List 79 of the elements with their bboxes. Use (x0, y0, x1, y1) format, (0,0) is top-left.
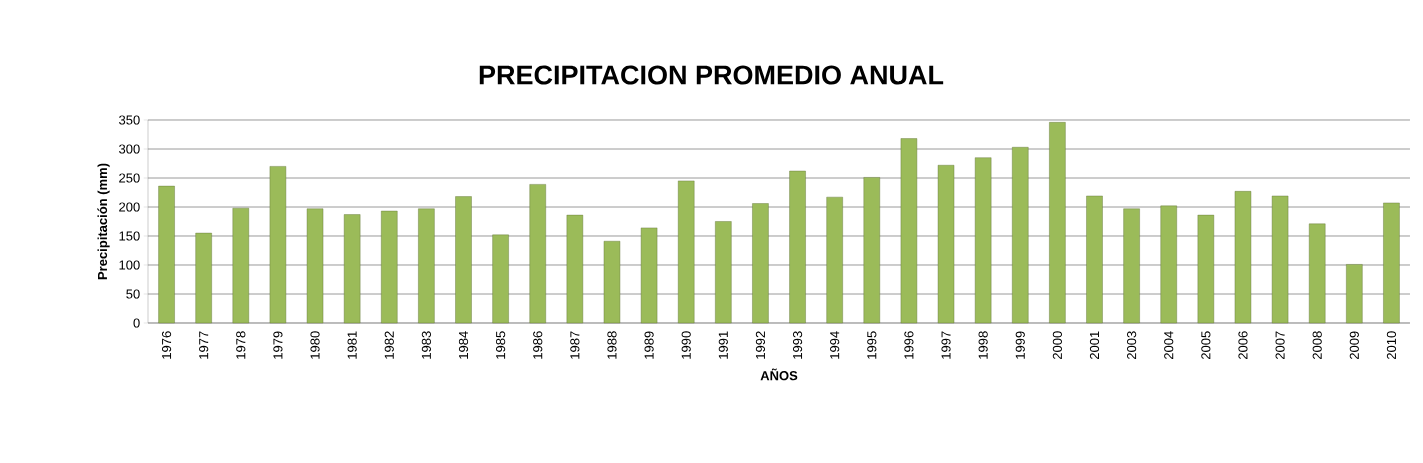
bar (195, 232, 212, 324)
x-tick-label: 1979 (273, 331, 283, 359)
y-tick-label: 200 (119, 202, 140, 212)
x-tick-label: 2003 (1127, 331, 1137, 360)
bar (529, 184, 546, 324)
x-tick-label: 1982 (384, 331, 394, 359)
bar (863, 177, 880, 324)
x-tick-label: 1991 (718, 331, 728, 359)
x-tick-label: 1977 (199, 331, 209, 359)
x-tick-label: 2009 (1349, 331, 1359, 360)
bar (343, 214, 361, 324)
x-tick-label: 2000 (1052, 331, 1062, 360)
x-tick-label: 1989 (644, 331, 654, 359)
x-tick-label: 1994 (830, 331, 840, 359)
x-tick-label: 2010 (1386, 331, 1397, 360)
x-tick-label: 1986 (533, 331, 543, 359)
x-tick-label: 1990 (681, 331, 691, 359)
bar (1197, 214, 1215, 324)
bar (306, 208, 324, 324)
x-tick-label: 1998 (978, 331, 988, 359)
bar (381, 210, 398, 324)
x-tick-label: 1987 (570, 331, 580, 359)
y-tick-label: 350 (119, 115, 140, 125)
bar (232, 207, 249, 324)
bar (826, 196, 843, 324)
bar (1160, 205, 1177, 324)
bar (937, 165, 955, 324)
y-tick-label: 0 (133, 318, 140, 328)
x-tick-label: 1980 (310, 331, 320, 359)
y-axis-title: Precipitación (mm) (97, 163, 110, 280)
y-tick-label: 300 (119, 144, 140, 154)
x-tick-label: 1978 (236, 331, 246, 359)
bar (1123, 208, 1140, 324)
bar (1309, 223, 1326, 324)
bar (418, 208, 435, 324)
x-tick-label: 1996 (904, 331, 914, 359)
bar (1271, 195, 1289, 324)
x-axis-title: AÑOS (760, 368, 798, 381)
bar (566, 214, 584, 324)
y-tick-label: 100 (119, 260, 140, 270)
bar (1012, 147, 1029, 324)
bar (900, 138, 918, 324)
x-tick-label: 1984 (458, 331, 469, 359)
bar (1346, 264, 1363, 324)
x-tick-label: 1995 (867, 331, 877, 359)
x-tick-label: 2004 (1164, 331, 1174, 360)
x-tick-label: 1992 (755, 331, 766, 359)
bar (640, 227, 658, 324)
bar (158, 185, 175, 324)
bar (678, 180, 695, 324)
x-tick-label: 2001 (1089, 331, 1100, 360)
bar (455, 196, 472, 324)
x-tick-label: 1976 (161, 331, 172, 359)
x-tick-label: 1983 (421, 331, 431, 359)
chart-title: PRECIPITACION PROMEDIO ANUAL (479, 65, 944, 85)
bar (1383, 202, 1400, 324)
bar (752, 203, 769, 324)
bar (789, 170, 806, 324)
x-tick-label: 1988 (607, 331, 617, 359)
y-tick-label: 150 (119, 231, 140, 241)
y-tick-label: 250 (119, 173, 140, 183)
bar (715, 221, 732, 324)
y-tick-label: 50 (126, 289, 140, 299)
x-tick-label: 2005 (1201, 331, 1211, 360)
bar (974, 157, 992, 324)
bar (269, 166, 287, 324)
bar (492, 234, 509, 324)
bar (1049, 122, 1066, 324)
bar (1086, 195, 1103, 324)
x-tick-label: 2008 (1312, 331, 1322, 360)
x-tick-label: 1997 (941, 331, 951, 359)
x-tick-label: 1999 (1015, 331, 1025, 359)
x-tick-label: 2007 (1275, 331, 1285, 360)
x-tick-label: 1993 (792, 331, 803, 359)
x-tick-label: 1985 (496, 331, 506, 359)
x-tick-label: 2006 (1238, 331, 1248, 360)
bar (603, 241, 621, 324)
x-tick-label: 1981 (347, 331, 357, 359)
bar (1234, 191, 1252, 324)
